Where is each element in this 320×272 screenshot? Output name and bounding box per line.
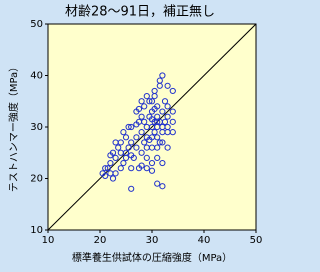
- point: [115, 144, 122, 151]
- point: [169, 129, 176, 136]
- point: [128, 123, 135, 131]
- point: [148, 159, 156, 167]
- point: [161, 98, 169, 105]
- point: [128, 165, 135, 172]
- y-tick-label: 10: [30, 225, 43, 236]
- point: [120, 159, 127, 167]
- point: [143, 165, 150, 172]
- point: [107, 152, 114, 159]
- point: [159, 72, 166, 79]
- point: [159, 139, 166, 146]
- point: [133, 121, 140, 128]
- point: [159, 159, 166, 167]
- point: [148, 167, 156, 174]
- point: [109, 175, 117, 182]
- point: [151, 105, 158, 113]
- y-tick-label: 20: [30, 174, 43, 185]
- point: [102, 165, 109, 172]
- point: [154, 134, 161, 141]
- point: [151, 87, 158, 95]
- point: [156, 139, 163, 146]
- point: [156, 82, 163, 89]
- point: [151, 129, 158, 136]
- point: [128, 185, 135, 192]
- chart: 材齢28～91日，補正無し 標準養生供試体の圧縮強度（MPa） テストハンマー強…: [7, 5, 263, 265]
- point: [112, 139, 119, 146]
- point: [122, 134, 130, 141]
- x-tick-label: 20: [94, 235, 107, 246]
- point: [107, 159, 114, 167]
- point: [125, 123, 132, 131]
- point: [169, 118, 176, 125]
- x-tick-label: 10: [42, 235, 55, 246]
- point: [146, 98, 153, 105]
- point: [117, 165, 124, 172]
- x-tick-label: 50: [250, 235, 263, 246]
- point: [141, 118, 148, 125]
- reference-line: [47, 23, 257, 231]
- point: [104, 165, 111, 172]
- point: [141, 103, 148, 110]
- point: [102, 172, 109, 180]
- y-axis-label: テストハンマー強度（MPa）: [7, 62, 20, 192]
- point: [148, 98, 156, 105]
- point: [164, 144, 171, 151]
- point: [148, 116, 156, 123]
- point: [146, 136, 153, 143]
- point: [128, 152, 135, 159]
- point: [161, 118, 169, 125]
- point: [133, 134, 140, 141]
- y-tick-label: 50: [30, 19, 43, 30]
- x-tick-label: 30: [146, 235, 159, 246]
- point: [154, 144, 161, 151]
- point: [164, 82, 171, 89]
- point: [138, 129, 145, 136]
- point: [138, 149, 145, 156]
- point: [154, 118, 161, 125]
- y-tick-label: 30: [30, 122, 43, 133]
- point: [169, 108, 176, 115]
- point: [164, 103, 171, 110]
- point: [154, 180, 161, 187]
- point: [159, 183, 166, 190]
- point: [138, 162, 145, 169]
- point: [138, 113, 145, 120]
- chart-title: 材齢28～91日，補正無し: [65, 5, 215, 20]
- point: [138, 98, 145, 105]
- point: [133, 144, 140, 151]
- point: [122, 149, 130, 156]
- point: [143, 93, 150, 100]
- point: [120, 129, 127, 136]
- x-tick-label: 40: [198, 235, 211, 246]
- point: [135, 105, 143, 113]
- point: [125, 144, 132, 151]
- point: [169, 87, 176, 95]
- y-tick-label: 40: [30, 71, 43, 82]
- point: [141, 139, 148, 146]
- point: [112, 154, 119, 161]
- point: [154, 154, 161, 161]
- x-axis-label: 標準養生供試体の圧縮強度（MPa）: [72, 251, 232, 264]
- point: [143, 154, 150, 161]
- point: [159, 108, 166, 115]
- point: [128, 139, 135, 146]
- point: [164, 113, 171, 120]
- point: [112, 170, 119, 177]
